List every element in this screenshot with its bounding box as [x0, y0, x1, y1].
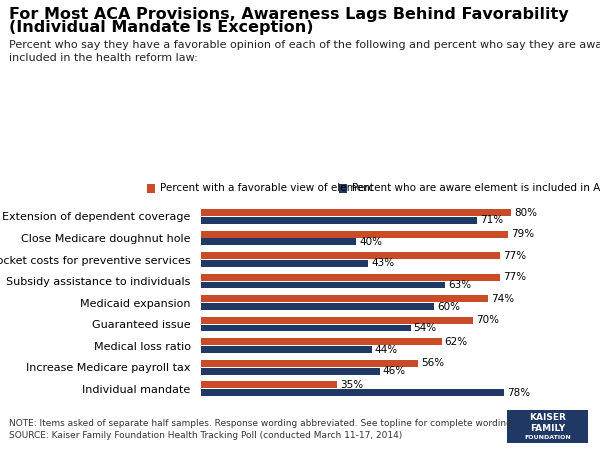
Text: 60%: 60%: [437, 302, 460, 311]
Text: 46%: 46%: [383, 366, 406, 376]
Text: 70%: 70%: [476, 315, 499, 325]
Text: Percent with a favorable view of element: Percent with a favorable view of element: [160, 183, 373, 193]
Text: 71%: 71%: [479, 216, 503, 225]
Text: 40%: 40%: [359, 237, 382, 247]
Bar: [201, 317, 473, 324]
Bar: [201, 295, 488, 302]
Bar: [201, 324, 410, 332]
Text: 77%: 77%: [503, 272, 526, 282]
Text: 35%: 35%: [340, 380, 363, 390]
Bar: [201, 217, 476, 224]
Text: NOTE: Items asked of separate half samples. Response wording abbreviated. See to: NOTE: Items asked of separate half sampl…: [9, 419, 515, 440]
Text: Percent who are aware element is included in ACA: Percent who are aware element is include…: [352, 183, 600, 193]
Text: 56%: 56%: [421, 358, 445, 369]
Bar: [201, 360, 418, 367]
Bar: [201, 238, 356, 245]
Bar: [201, 282, 445, 288]
Text: 62%: 62%: [445, 337, 468, 347]
Bar: [201, 346, 372, 353]
Bar: [201, 303, 434, 310]
Bar: [201, 231, 508, 238]
Bar: [201, 209, 511, 216]
Text: 54%: 54%: [413, 323, 437, 333]
Bar: [201, 389, 503, 396]
Text: 77%: 77%: [503, 251, 526, 261]
Text: 80%: 80%: [515, 207, 538, 218]
Text: FOUNDATION: FOUNDATION: [524, 435, 571, 440]
Bar: [201, 274, 500, 281]
Text: 74%: 74%: [491, 294, 514, 304]
Bar: [201, 368, 380, 374]
Text: 43%: 43%: [371, 258, 394, 269]
Bar: [201, 252, 500, 259]
Text: (Individual Mandate Is Exception): (Individual Mandate Is Exception): [9, 20, 314, 35]
Text: KAISER: KAISER: [529, 414, 566, 423]
Text: For Most ACA Provisions, Awareness Lags Behind Favorability: For Most ACA Provisions, Awareness Lags …: [9, 7, 569, 22]
Text: Percent who say they have a favorable opinion of each of the following and perce: Percent who say they have a favorable op…: [9, 40, 600, 63]
Bar: [201, 260, 368, 267]
Text: 44%: 44%: [375, 345, 398, 355]
Text: 78%: 78%: [507, 387, 530, 398]
Text: FAMILY: FAMILY: [530, 423, 565, 432]
Bar: [201, 382, 337, 388]
Bar: [201, 338, 442, 345]
Text: 63%: 63%: [449, 280, 472, 290]
Text: 79%: 79%: [511, 229, 534, 239]
